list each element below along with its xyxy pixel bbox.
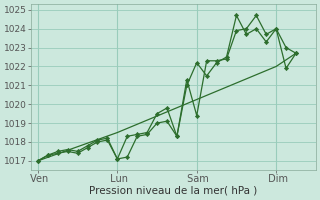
X-axis label: Pression niveau de la mer( hPa ): Pression niveau de la mer( hPa ) <box>90 186 258 196</box>
